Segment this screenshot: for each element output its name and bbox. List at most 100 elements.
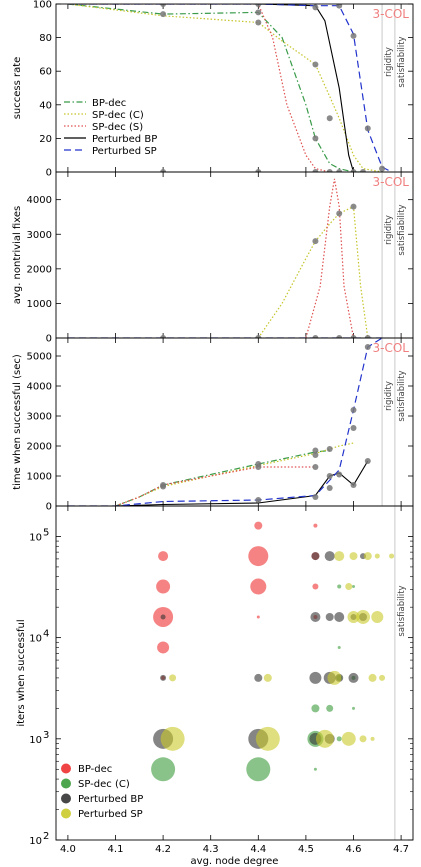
data-point: [312, 169, 319, 172]
data-point: [312, 335, 319, 338]
x-axis-label: avg. node degree: [191, 856, 279, 867]
scatter-point-3: [345, 583, 353, 591]
scatter-point-3: [347, 610, 360, 623]
legend-label-1: SP-dec (C): [78, 779, 130, 790]
scatter-point-3: [255, 726, 280, 751]
legend-label-3: Perturbed SP: [78, 809, 143, 820]
ytick-label: 2000: [27, 264, 52, 275]
scatter-point-3: [371, 610, 384, 623]
ytick-label: 0: [46, 334, 52, 345]
y-axis-label: success rate: [12, 57, 23, 120]
data-point: [255, 497, 262, 503]
xtick-label: 4.4: [250, 844, 266, 855]
ytick-label: 10: [29, 836, 42, 847]
tag-label: 3-COL: [373, 341, 410, 355]
scatter-point-1: [352, 585, 355, 589]
panel-1: rigidity satisfiability 0 1000 2000 3000 4000 a…: [12, 171, 414, 345]
tag-label: 3-COL: [373, 175, 410, 189]
scatter-point-3: [368, 673, 377, 682]
legend-label-0: BP-dec: [78, 764, 112, 775]
data-point: [326, 473, 333, 479]
vline-label-0: rigidity: [384, 215, 394, 245]
scatter-point-3: [359, 735, 367, 743]
scatter-point-0: [256, 615, 260, 619]
ytick-label: 1000: [27, 299, 52, 310]
legend-swatch-1: [61, 778, 71, 789]
xtick-label: 4.5: [298, 844, 314, 855]
data-point: [160, 335, 167, 338]
data-point: [160, 4, 167, 7]
vline-label-0: satisfiability: [397, 585, 407, 636]
data-point: [360, 169, 367, 172]
data-point: [312, 464, 319, 470]
ytick-label: 0: [46, 168, 52, 179]
scatter-point-2: [309, 671, 322, 684]
ytick-label: 80: [39, 33, 52, 44]
scatter-point-0: [248, 546, 269, 567]
scatter-point-0: [254, 521, 263, 530]
scatter-point-2: [334, 611, 345, 622]
data-point: [336, 210, 343, 217]
data-point: [255, 461, 262, 467]
data-point: [255, 335, 262, 338]
series-line-3: [67, 4, 363, 172]
data-point: [336, 169, 343, 172]
data-point: [255, 4, 262, 7]
y-axis-label: avg. nontrivial fixes: [12, 206, 23, 304]
series-line-1: [305, 178, 355, 338]
axes-frame: [55, 505, 414, 841]
scatter-point-1: [352, 706, 355, 710]
scatter-point-0: [250, 578, 267, 595]
legend-label-2: Perturbed BP: [78, 794, 143, 805]
xtick-label: 4.2: [155, 844, 171, 855]
scatter-point-2: [348, 672, 359, 683]
vline-label-0: rigidity: [384, 381, 394, 411]
data-point: [312, 4, 319, 11]
ytick-label: 0: [46, 502, 52, 513]
scatter-point-3: [389, 553, 395, 559]
data-point: [255, 169, 262, 172]
scatter-point-2: [254, 673, 263, 682]
ytick-label: 100: [33, 0, 52, 11]
scatter-point-3: [356, 609, 371, 624]
legend-swatch-0: [61, 763, 71, 774]
vline-label-1: satisfiability: [397, 204, 407, 255]
axes-frame: [55, 171, 414, 339]
ytick-exp: 2: [43, 831, 49, 842]
panel-0: rigidity satisfiability 0 20 40 60 80 100 succes…: [12, 0, 414, 179]
data-point: [312, 452, 319, 458]
data-point: [336, 471, 343, 478]
ytick-label: 10: [29, 532, 42, 543]
scatter-point-3: [370, 736, 375, 741]
ytick-label: 4000: [27, 382, 52, 393]
vline-label-1: satisfiability: [397, 36, 407, 87]
data-point: [326, 446, 333, 452]
data-point: [255, 9, 262, 16]
xtick-label: 4.7: [393, 844, 409, 855]
data-point: [364, 125, 371, 132]
ytick-label: 4000: [27, 195, 52, 206]
legend-label-1: SP-dec (C): [92, 110, 144, 121]
scatter-point-3: [327, 670, 342, 685]
panel-2: rigidity satisfiability 0 1000 2000 3000 4000 5…: [12, 337, 414, 513]
ytick-label: 10: [29, 735, 42, 746]
data-point: [312, 135, 319, 142]
xtick-label: 4.0: [60, 844, 76, 855]
scatter-point-0: [156, 579, 171, 594]
scatter-point-3: [341, 731, 356, 746]
scatter-point-2: [311, 552, 320, 561]
data-point: [160, 169, 167, 172]
data-point: [326, 485, 333, 491]
legend-label-0: BP-dec: [92, 98, 126, 109]
scatter-point-3: [349, 552, 358, 561]
ytick-label: 60: [39, 67, 52, 78]
series-line-3: [67, 460, 369, 506]
plot-area: [151, 521, 395, 782]
data-point: [379, 165, 386, 172]
legend-label-3: Perturbed BP: [92, 134, 157, 145]
data-point: [364, 335, 371, 338]
data-point: [312, 238, 319, 245]
scatter-point-2: [160, 674, 167, 681]
scatter-point-2: [310, 611, 321, 622]
plot-area: [67, 4, 392, 172]
